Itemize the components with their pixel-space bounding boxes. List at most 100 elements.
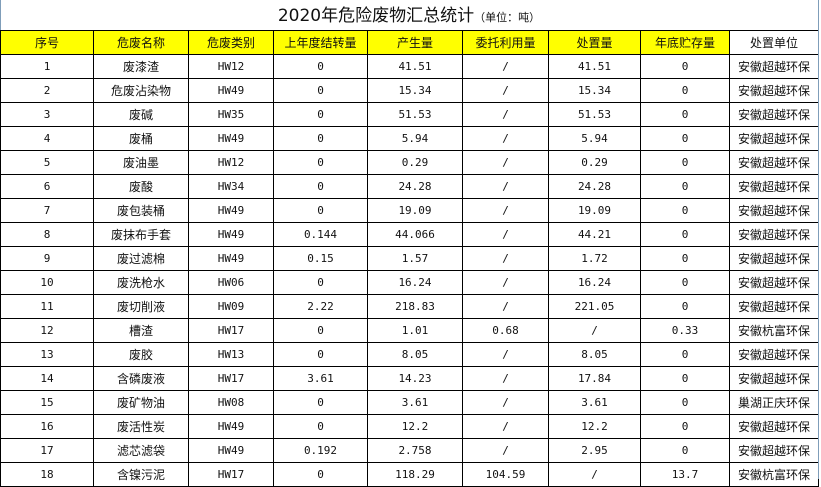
- table-cell[interactable]: 0: [640, 150, 730, 175]
- table-cell[interactable]: HW17: [188, 318, 274, 343]
- table-cell[interactable]: 废酸: [93, 174, 189, 199]
- table-cell[interactable]: 0: [640, 222, 730, 247]
- table-cell[interactable]: 12.2: [548, 414, 641, 439]
- table-cell[interactable]: 0: [640, 102, 730, 127]
- table-cell[interactable]: HW49: [188, 246, 274, 271]
- table-cell[interactable]: 安徽超越环保: [729, 54, 819, 79]
- table-cell[interactable]: 0: [273, 54, 368, 79]
- table-cell[interactable]: 安徽超越环保: [729, 438, 819, 463]
- table-cell[interactable]: 3: [0, 102, 94, 127]
- table-cell[interactable]: /: [462, 78, 549, 103]
- table-cell[interactable]: 0.29: [367, 150, 463, 175]
- table-cell[interactable]: /: [462, 342, 549, 367]
- table-cell[interactable]: 废洗枪水: [93, 270, 189, 295]
- table-cell[interactable]: 0: [640, 54, 730, 79]
- table-cell[interactable]: 2.95: [548, 438, 641, 463]
- table-cell[interactable]: HW17: [188, 366, 274, 391]
- table-cell[interactable]: 9: [0, 246, 94, 271]
- table-cell[interactable]: 0.29: [548, 150, 641, 175]
- table-cell[interactable]: HW49: [188, 414, 274, 439]
- table-cell[interactable]: HW13: [188, 342, 274, 367]
- table-cell[interactable]: HW49: [188, 198, 274, 223]
- table-cell[interactable]: 废桶: [93, 126, 189, 151]
- table-cell[interactable]: 104.59: [462, 462, 549, 487]
- table-cell[interactable]: 1: [0, 54, 94, 79]
- table-cell[interactable]: 安徽超越环保: [729, 246, 819, 271]
- table-cell[interactable]: 0: [273, 270, 368, 295]
- table-cell[interactable]: 安徽杭富环保: [729, 462, 819, 487]
- table-cell[interactable]: 废过滤棉: [93, 246, 189, 271]
- table-cell[interactable]: 0.33: [640, 318, 730, 343]
- table-cell[interactable]: 3.61: [367, 390, 463, 415]
- table-cell[interactable]: 221.05: [548, 294, 641, 319]
- table-cell[interactable]: 15.34: [367, 78, 463, 103]
- table-cell[interactable]: HW49: [188, 438, 274, 463]
- table-cell[interactable]: 12.2: [367, 414, 463, 439]
- table-cell[interactable]: 0: [640, 78, 730, 103]
- table-cell[interactable]: 安徽超越环保: [729, 222, 819, 247]
- table-cell[interactable]: /: [462, 102, 549, 127]
- table-cell[interactable]: 12: [0, 318, 94, 343]
- table-cell[interactable]: HW49: [188, 222, 274, 247]
- table-cell[interactable]: 安徽超越环保: [729, 198, 819, 223]
- table-cell[interactable]: /: [462, 54, 549, 79]
- table-cell[interactable]: HW09: [188, 294, 274, 319]
- table-cell[interactable]: 废抹布手套: [93, 222, 189, 247]
- table-cell[interactable]: 6: [0, 174, 94, 199]
- table-cell[interactable]: /: [462, 438, 549, 463]
- table-cell[interactable]: 24.28: [548, 174, 641, 199]
- table-cell[interactable]: 滤芯滤袋: [93, 438, 189, 463]
- table-cell[interactable]: 0: [640, 270, 730, 295]
- table-cell[interactable]: 安徽超越环保: [729, 342, 819, 367]
- table-cell[interactable]: 4: [0, 126, 94, 151]
- table-cell[interactable]: HW06: [188, 270, 274, 295]
- table-cell[interactable]: 41.51: [367, 54, 463, 79]
- table-cell[interactable]: 16.24: [367, 270, 463, 295]
- table-cell[interactable]: /: [462, 126, 549, 151]
- table-cell[interactable]: /: [548, 318, 641, 343]
- table-cell[interactable]: 0.192: [273, 438, 368, 463]
- table-cell[interactable]: 118.29: [367, 462, 463, 487]
- table-cell[interactable]: 8: [0, 222, 94, 247]
- table-cell[interactable]: /: [462, 414, 549, 439]
- table-cell[interactable]: 0.15: [273, 246, 368, 271]
- table-cell[interactable]: /: [462, 270, 549, 295]
- table-cell[interactable]: 0: [273, 318, 368, 343]
- table-cell[interactable]: 2.758: [367, 438, 463, 463]
- table-cell[interactable]: /: [462, 246, 549, 271]
- table-cell[interactable]: 13: [0, 342, 94, 367]
- table-cell[interactable]: 安徽超越环保: [729, 294, 819, 319]
- table-cell[interactable]: 2: [0, 78, 94, 103]
- table-cell[interactable]: 废胶: [93, 342, 189, 367]
- table-cell[interactable]: 51.53: [548, 102, 641, 127]
- table-cell[interactable]: 0: [273, 414, 368, 439]
- column-header[interactable]: 产生量: [367, 30, 463, 55]
- table-cell[interactable]: 安徽超越环保: [729, 126, 819, 151]
- table-cell[interactable]: 安徽超越环保: [729, 414, 819, 439]
- table-cell[interactable]: 0.144: [273, 222, 368, 247]
- table-cell[interactable]: 44.21: [548, 222, 641, 247]
- table-cell[interactable]: 15.34: [548, 78, 641, 103]
- table-cell[interactable]: 19.09: [548, 198, 641, 223]
- column-header[interactable]: 上年度结转量: [273, 30, 368, 55]
- table-cell[interactable]: 7: [0, 198, 94, 223]
- table-cell[interactable]: 2.22: [273, 294, 368, 319]
- table-cell[interactable]: 5.94: [548, 126, 641, 151]
- table-cell[interactable]: 0: [640, 438, 730, 463]
- table-cell[interactable]: 41.51: [548, 54, 641, 79]
- table-cell[interactable]: 16: [0, 414, 94, 439]
- table-cell[interactable]: 17: [0, 438, 94, 463]
- table-cell[interactable]: 0: [640, 366, 730, 391]
- table-cell[interactable]: 13.7: [640, 462, 730, 487]
- table-cell[interactable]: 安徽超越环保: [729, 174, 819, 199]
- table-cell[interactable]: /: [548, 462, 641, 487]
- table-cell[interactable]: 危废沾染物: [93, 78, 189, 103]
- table-cell[interactable]: 安徽超越环保: [729, 102, 819, 127]
- table-cell[interactable]: 0: [273, 150, 368, 175]
- table-cell[interactable]: 0: [273, 102, 368, 127]
- table-cell[interactable]: 44.066: [367, 222, 463, 247]
- table-cell[interactable]: 0: [273, 198, 368, 223]
- table-cell[interactable]: 废包装桶: [93, 198, 189, 223]
- table-cell[interactable]: 安徽杭富环保: [729, 318, 819, 343]
- table-cell[interactable]: 8.05: [548, 342, 641, 367]
